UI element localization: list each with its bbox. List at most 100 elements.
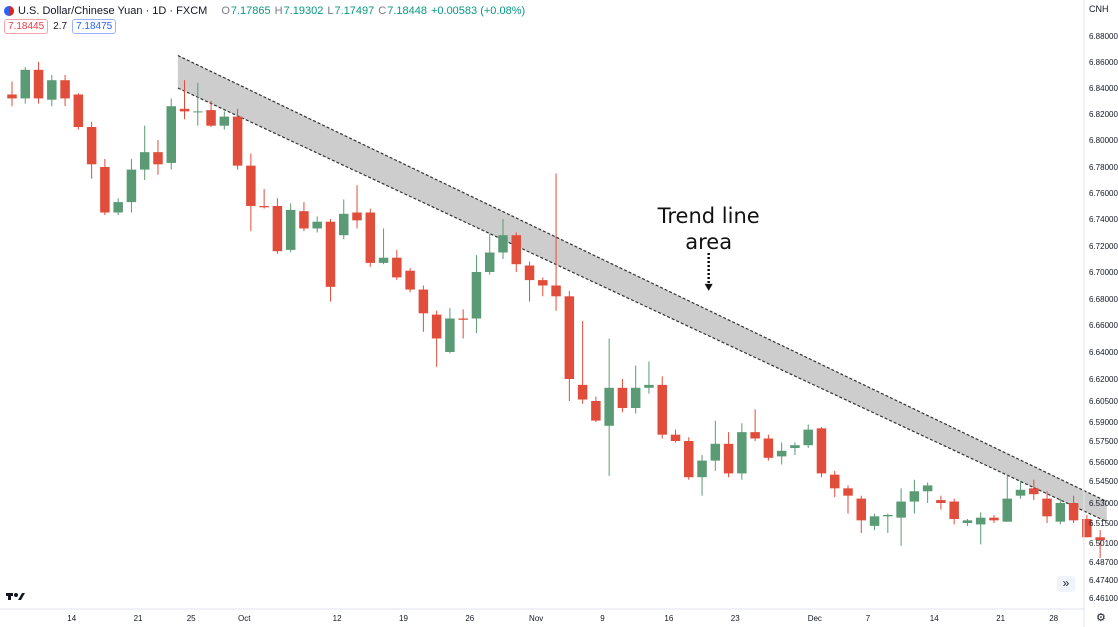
candle-body <box>33 69 44 99</box>
candle-body <box>365 212 376 263</box>
candle-body <box>445 318 455 352</box>
candle-48 <box>644 361 654 394</box>
candle-36 <box>484 233 495 275</box>
candle-55 <box>737 423 747 480</box>
candle-39 <box>524 261 535 302</box>
candle-body <box>126 169 137 203</box>
candle-30 <box>405 268 415 293</box>
trend-band-fill <box>177 55 1107 522</box>
candle-body <box>577 384 588 400</box>
price-tick-label: 6.54500 <box>1089 477 1118 486</box>
candle-body <box>630 387 641 408</box>
candle-57 <box>763 434 774 461</box>
candle-body <box>378 257 389 263</box>
candle-body <box>883 515 893 517</box>
candle-body <box>86 127 97 165</box>
candle-28 <box>378 228 389 265</box>
candle-body <box>47 80 57 100</box>
candle-body <box>285 209 296 250</box>
candle-13 <box>179 80 190 120</box>
candle-35 <box>471 255 482 334</box>
close-label: C <box>378 5 387 17</box>
time-tick-label: Nov <box>529 614 543 623</box>
time-tick-label: 25 <box>187 614 196 623</box>
candle-body <box>1015 489 1026 496</box>
time-tick-label: Dec <box>808 614 822 623</box>
candle-21 <box>285 203 296 253</box>
candle-23 <box>312 216 322 233</box>
candle-body <box>139 152 150 170</box>
candle-17 <box>232 108 243 170</box>
candle-81 <box>1082 515 1092 538</box>
price-tick-label: 6.57500 <box>1089 437 1118 446</box>
price-tick-label: 6.82000 <box>1089 110 1118 119</box>
candle-body <box>816 428 827 474</box>
candle-79 <box>1055 498 1066 525</box>
candle-body <box>936 500 946 503</box>
candle-32 <box>431 310 442 367</box>
trend-line-upper <box>177 54 1108 503</box>
trend-line-band[interactable] <box>177 54 1108 523</box>
candle-40 <box>538 277 548 297</box>
candle-7 <box>100 158 110 216</box>
candle-body <box>179 108 190 112</box>
candle-54 <box>723 432 734 478</box>
scroll-to-realtime-button[interactable]: » <box>1057 576 1075 592</box>
low-value: 7.17497 <box>334 5 375 17</box>
symbol-title[interactable]: U.S. Dollar/Chinese Yuan · 1D · FXCM <box>18 5 208 17</box>
annotation-line1: Trend line <box>657 204 760 228</box>
candle-body <box>1055 503 1066 522</box>
candle-body <box>1068 503 1079 521</box>
candle-body <box>684 441 694 478</box>
high-value: 7.19302 <box>283 5 324 17</box>
candle-76 <box>1015 481 1026 499</box>
candle-body <box>962 520 973 523</box>
time-tick-label: 21 <box>996 614 1005 623</box>
candle-body <box>232 116 243 166</box>
candle-8 <box>113 198 123 216</box>
spread-value: 2.7 <box>53 21 68 32</box>
time-axis[interactable]: 14 21 25 Oct 12 19 26 Nov 9 16 23 Dec 7 14 21 28 <box>0 0 1085 627</box>
time-tick-label: 14 <box>67 614 76 623</box>
candle-24 <box>325 219 336 302</box>
candle-49 <box>657 376 667 439</box>
candle-68 <box>909 479 920 514</box>
buy-button[interactable]: 7.18475 <box>72 19 117 34</box>
candle-body <box>193 111 203 113</box>
candle-50 <box>670 429 681 443</box>
candle-body <box>1002 498 1012 522</box>
candle-18 <box>246 153 256 232</box>
candle-65 <box>869 513 880 531</box>
candle-25 <box>339 199 349 240</box>
sell-button[interactable]: 7.18445 <box>4 19 49 34</box>
candle-12 <box>166 98 176 170</box>
candle-body <box>750 432 760 439</box>
open-value: 7.17865 <box>230 5 271 17</box>
candle-body <box>564 296 575 379</box>
candle-body <box>776 450 787 457</box>
price-tick-label: 6.62000 <box>1089 375 1118 384</box>
candle-body <box>1029 488 1039 495</box>
candle-body <box>418 289 429 314</box>
time-tick-label: 21 <box>134 614 143 623</box>
candle-59 <box>790 442 800 455</box>
candle-body <box>113 202 123 213</box>
candle-body <box>1095 537 1105 541</box>
candle-body <box>843 488 853 496</box>
price-tick-label: 6.76000 <box>1089 189 1118 198</box>
annotation-arrow-head <box>704 283 713 291</box>
candle-33 <box>445 308 455 354</box>
gear-icon[interactable]: ⚙ <box>1096 612 1106 624</box>
price-axis[interactable]: 6.88000 6.86000 6.84000 6.82000 6.80000 6.780… <box>1089 32 1118 603</box>
candle-body <box>551 285 561 297</box>
candle-body <box>896 501 906 518</box>
candle-body <box>538 280 548 286</box>
candle-body <box>657 384 667 435</box>
currency-flag-icon <box>4 6 14 16</box>
candle-body <box>989 517 999 521</box>
candle-body <box>670 434 681 441</box>
candle-10 <box>139 125 150 180</box>
candle-70 <box>936 495 946 510</box>
currency-label[interactable]: CNH <box>1089 4 1109 14</box>
